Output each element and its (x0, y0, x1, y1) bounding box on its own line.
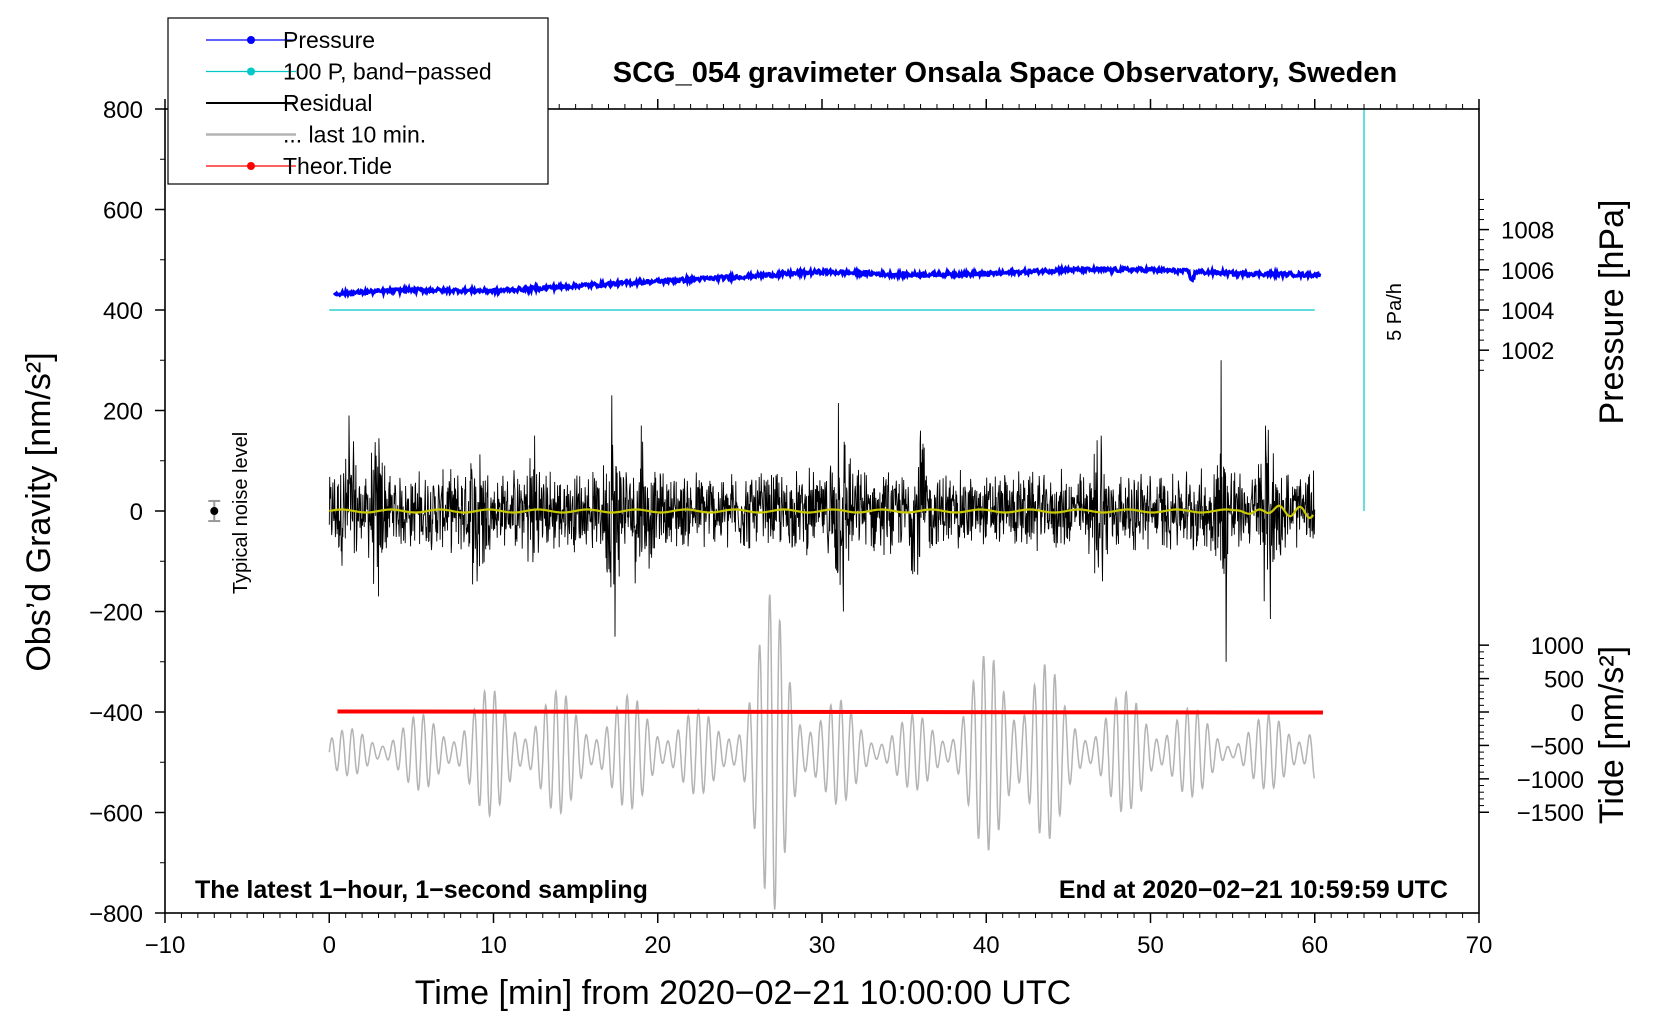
y-axis-label-pressure: Pressure [hPa] (1593, 200, 1631, 425)
y-tick-label: 0 (130, 499, 143, 526)
x-tick-label: −10 (145, 932, 186, 959)
pressure-tick-label: 1008 (1501, 218, 1554, 245)
series-residual-smoothed (329, 504, 1315, 520)
legend-label: Residual (283, 90, 373, 116)
y-tick-label: 200 (103, 399, 143, 426)
series-residual (328, 360, 1316, 662)
series-layer (208, 109, 1365, 910)
x-tick-label: 70 (1466, 932, 1493, 959)
y-tick-label: −600 (89, 801, 143, 828)
rate-label: 5 Pa/h (1384, 283, 1406, 341)
legend-label: ... last 10 min. (283, 122, 426, 148)
x-tick-label: 40 (973, 932, 1000, 959)
annotation-end-time: End at 2020−02−21 10:59:59 UTC (1059, 876, 1448, 904)
y-tick-label: −200 (89, 600, 143, 627)
legend-box (167, 17, 549, 185)
x-axis-label: Time [min] from 2020−02−21 10:00:00 UTC (415, 974, 1071, 1012)
x-tick-label: 20 (644, 932, 671, 959)
tide-tick-label: −1000 (1517, 767, 1584, 794)
series-last-10-min (328, 594, 1316, 910)
chart-title: SCG_054 gravimeter Onsala Space Observat… (613, 57, 1397, 89)
series-theoretical-tide (337, 709, 1323, 715)
y-axis-label-tide: Tide [nm/s²] (1593, 646, 1631, 824)
tide-tick-label: 1000 (1531, 633, 1584, 660)
y-axis-label-gravity: Obs’d Gravity [nm/s²] (20, 352, 58, 671)
pressure-tick-label: 1002 (1501, 338, 1554, 365)
y-tick-label: 800 (103, 97, 143, 124)
y-tick-label: −400 (89, 700, 143, 727)
legend-marker (247, 67, 255, 76)
y-tick-label: 400 (103, 298, 143, 325)
noise-level-label: Typical noise level (230, 432, 252, 594)
x-tick-label: 30 (809, 932, 836, 959)
series-pressure (332, 262, 1322, 300)
tide-tick-label: −500 (1530, 733, 1584, 760)
legend-label: 100 P, band−passed (283, 59, 492, 85)
pressure-tick-label: 1006 (1501, 258, 1554, 285)
pressure-tick-label: 1004 (1501, 298, 1554, 325)
tide-tick-label: −1500 (1517, 800, 1584, 827)
x-tick-label: 0 (323, 932, 336, 959)
x-tick-label: 60 (1301, 932, 1328, 959)
annotation-sampling: The latest 1−hour, 1−second sampling (195, 876, 648, 904)
legend: Pressure 100 P, band−passed Residual ... la… (167, 17, 549, 185)
x-tick-label: 50 (1137, 932, 1164, 959)
tide-tick-label: 0 (1571, 700, 1584, 727)
legend-marker (247, 162, 255, 170)
tide-tick-label: 500 (1544, 667, 1584, 694)
y-tick-label: 600 (103, 198, 143, 225)
legend-label: Theor.Tide (283, 153, 392, 179)
y-tick-label: −800 (89, 901, 143, 928)
axes-layer: −10 0 10 20 30 40 50 60 70 800 600 400 200 0 −200 −400 −… (89, 97, 1584, 959)
legend-marker (247, 36, 255, 44)
legend-label: Pressure (283, 27, 375, 53)
noise-marker (210, 507, 219, 515)
x-tick-label: 10 (480, 932, 507, 959)
